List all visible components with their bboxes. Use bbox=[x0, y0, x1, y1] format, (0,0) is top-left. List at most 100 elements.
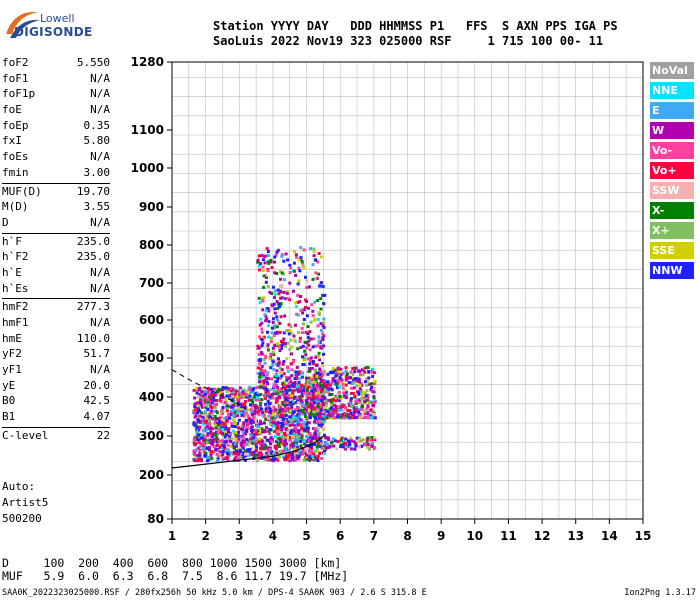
echo-point bbox=[303, 340, 307, 344]
echo-point bbox=[299, 418, 303, 422]
param-value: N/A bbox=[90, 71, 110, 85]
echo-point bbox=[231, 442, 235, 446]
echo-point bbox=[304, 455, 308, 459]
echo-point bbox=[298, 450, 302, 454]
echo-point bbox=[256, 406, 260, 410]
echo-point bbox=[245, 438, 249, 441]
echo-point bbox=[279, 340, 283, 343]
echo-point bbox=[372, 396, 376, 400]
echo-point bbox=[312, 407, 316, 411]
echo-point bbox=[194, 448, 198, 452]
echo-point bbox=[286, 389, 290, 392]
echo-point bbox=[298, 407, 302, 411]
echo-point bbox=[301, 363, 305, 366]
echo-point bbox=[296, 396, 300, 400]
echo-point bbox=[318, 415, 322, 419]
echo-point bbox=[297, 409, 301, 413]
echo-point bbox=[276, 342, 279, 346]
echo-point bbox=[323, 420, 327, 424]
echo-point bbox=[276, 456, 280, 459]
echo-point bbox=[280, 400, 284, 404]
echo-point bbox=[204, 405, 208, 409]
echo-point bbox=[323, 410, 327, 414]
echo-point bbox=[312, 442, 316, 446]
echo-point bbox=[278, 419, 282, 422]
echo-point bbox=[305, 448, 308, 452]
echo-point bbox=[243, 458, 247, 462]
echo-point bbox=[324, 441, 328, 445]
echo-point bbox=[284, 437, 288, 441]
echo-point bbox=[244, 423, 248, 427]
echo-point bbox=[198, 387, 201, 391]
echo-point bbox=[334, 382, 338, 386]
echo-point bbox=[339, 377, 343, 381]
echo-point bbox=[351, 391, 355, 395]
echo-point bbox=[301, 355, 304, 359]
echo-point bbox=[212, 445, 216, 449]
echo-point bbox=[257, 451, 261, 455]
echo-point bbox=[194, 408, 197, 412]
echo-point bbox=[263, 261, 267, 265]
echo-point bbox=[301, 412, 305, 416]
echo-point bbox=[272, 391, 276, 395]
echo-point bbox=[328, 409, 332, 413]
echo-point bbox=[229, 450, 233, 454]
echo-point bbox=[199, 436, 203, 440]
echo-point bbox=[361, 438, 365, 442]
echo-point bbox=[350, 439, 354, 443]
echo-point bbox=[232, 444, 236, 448]
echo-point bbox=[279, 442, 283, 446]
echo-point bbox=[313, 380, 317, 384]
autoscaling-info: Auto: Artist5 500200 bbox=[2, 479, 48, 527]
echo-point bbox=[291, 456, 295, 460]
echo-point bbox=[352, 411, 356, 415]
echo-point bbox=[201, 415, 205, 419]
echo-point bbox=[284, 454, 288, 458]
param-value: 5.80 bbox=[83, 134, 111, 148]
echo-point bbox=[358, 398, 362, 402]
echo-point bbox=[301, 430, 305, 434]
echo-point bbox=[233, 411, 237, 415]
echo-point bbox=[243, 449, 247, 453]
echo-point bbox=[233, 404, 237, 408]
echo-point bbox=[193, 405, 197, 409]
echo-point bbox=[292, 261, 296, 265]
echo-point bbox=[306, 325, 310, 329]
echo-point bbox=[321, 419, 325, 423]
echo-point bbox=[236, 440, 240, 443]
echo-point bbox=[265, 388, 269, 391]
echo-point bbox=[210, 394, 214, 397]
echo-point bbox=[370, 444, 374, 448]
echo-point bbox=[253, 440, 257, 443]
echo-point bbox=[294, 273, 298, 277]
echo-point bbox=[294, 400, 298, 404]
echo-point bbox=[204, 389, 208, 393]
echo-point bbox=[361, 395, 365, 399]
echo-point bbox=[372, 371, 376, 375]
echo-point bbox=[258, 335, 262, 339]
file-info-footer: SAA0K_2022323025000.RSF / 280fx256h 50 k… bbox=[2, 588, 427, 598]
echo-point bbox=[197, 440, 201, 444]
echo-point bbox=[273, 289, 277, 293]
echo-point bbox=[316, 386, 320, 390]
echo-point bbox=[249, 408, 253, 412]
echo-point bbox=[266, 254, 270, 257]
echo-point bbox=[279, 315, 283, 319]
x-tick-label: 5 bbox=[302, 529, 310, 543]
echo-point bbox=[344, 414, 348, 418]
echo-point bbox=[253, 415, 257, 419]
echo-point bbox=[293, 250, 296, 254]
echo-point bbox=[273, 430, 277, 433]
echo-point bbox=[256, 366, 260, 370]
echo-point bbox=[217, 439, 221, 443]
echo-point bbox=[266, 377, 270, 381]
echo-point bbox=[327, 379, 331, 383]
echo-point bbox=[256, 424, 259, 428]
echo-point bbox=[283, 440, 287, 444]
echo-point bbox=[302, 308, 306, 312]
echo-point bbox=[347, 402, 351, 406]
echo-point bbox=[291, 453, 294, 456]
echo-point bbox=[304, 444, 308, 448]
echo-point bbox=[321, 362, 324, 366]
echo-point bbox=[360, 444, 364, 448]
